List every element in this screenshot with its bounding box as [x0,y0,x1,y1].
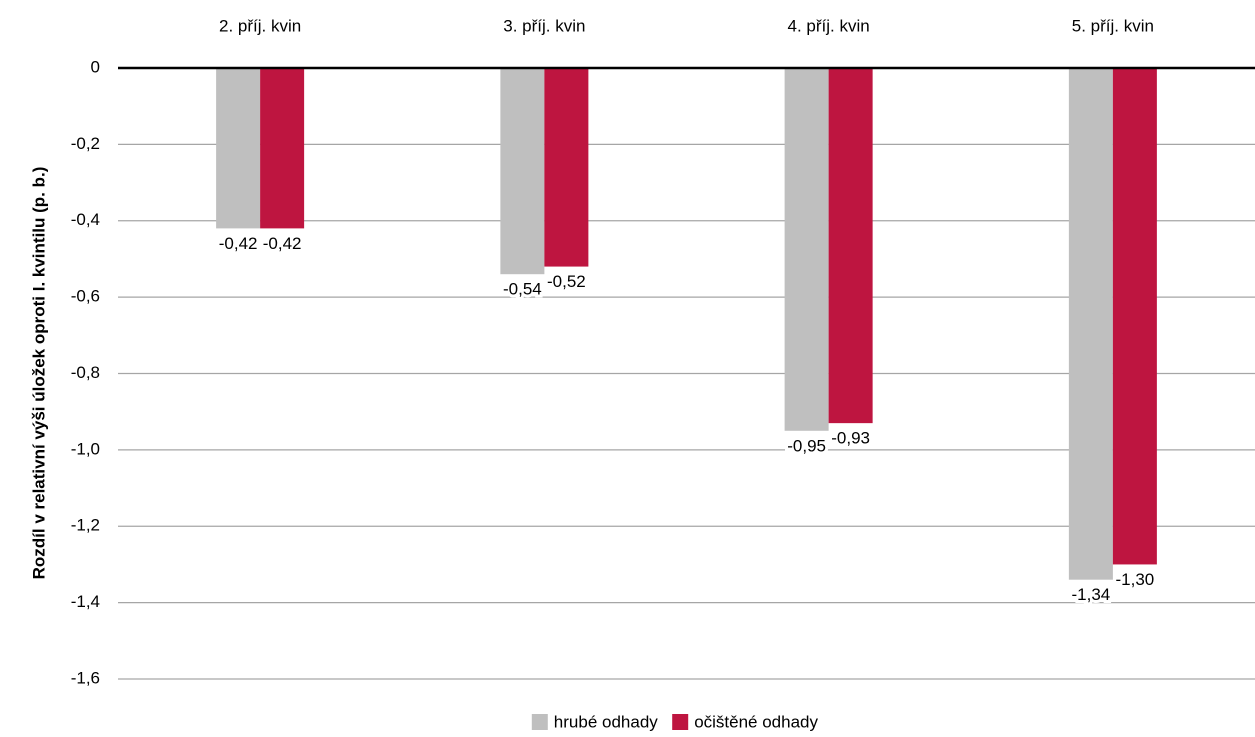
y-tick-label: -0,2 [71,134,100,153]
value-label: -1,30 [1116,570,1155,589]
y-axis-title: Rozdíl v relativní výši úložek oproti I.… [29,167,48,580]
y-tick-label: -0,4 [71,210,100,229]
bar [828,68,873,424]
x-tick-label: 2. příj. kvin [219,16,301,35]
y-tick-label: -1,4 [71,592,100,611]
bar [216,68,261,229]
value-label: -0,42 [219,234,258,253]
legend-swatch [672,714,689,730]
y-tick-label: -1,2 [71,516,100,535]
bar [544,68,589,267]
legend-label: očištěné odhady [694,712,818,731]
x-tick-label: 5. příj. kvin [1072,16,1154,35]
value-label: -0,93 [831,429,870,448]
bar [784,68,829,431]
x-tick-label: 4. příj. kvin [788,16,870,35]
value-label: -0,52 [547,272,586,291]
y-tick-label: -0,6 [71,287,100,306]
legend-label: hrubé odhady [554,712,658,731]
y-tick-label: -0,8 [71,363,100,382]
y-tick-label: -1,6 [71,668,100,687]
y-tick-label: 0 [91,57,100,76]
bar [1068,68,1113,580]
bar [260,68,305,229]
bar [1112,68,1157,565]
x-tick-label: 3. příj. kvin [503,16,585,35]
value-label: -0,54 [503,280,542,299]
y-tick-label: -1,0 [71,439,100,458]
value-label: -0,95 [787,436,826,455]
bar [500,68,545,275]
legend-swatch [531,714,548,730]
value-label: -0,42 [263,234,302,253]
value-label: -1,34 [1072,585,1111,604]
